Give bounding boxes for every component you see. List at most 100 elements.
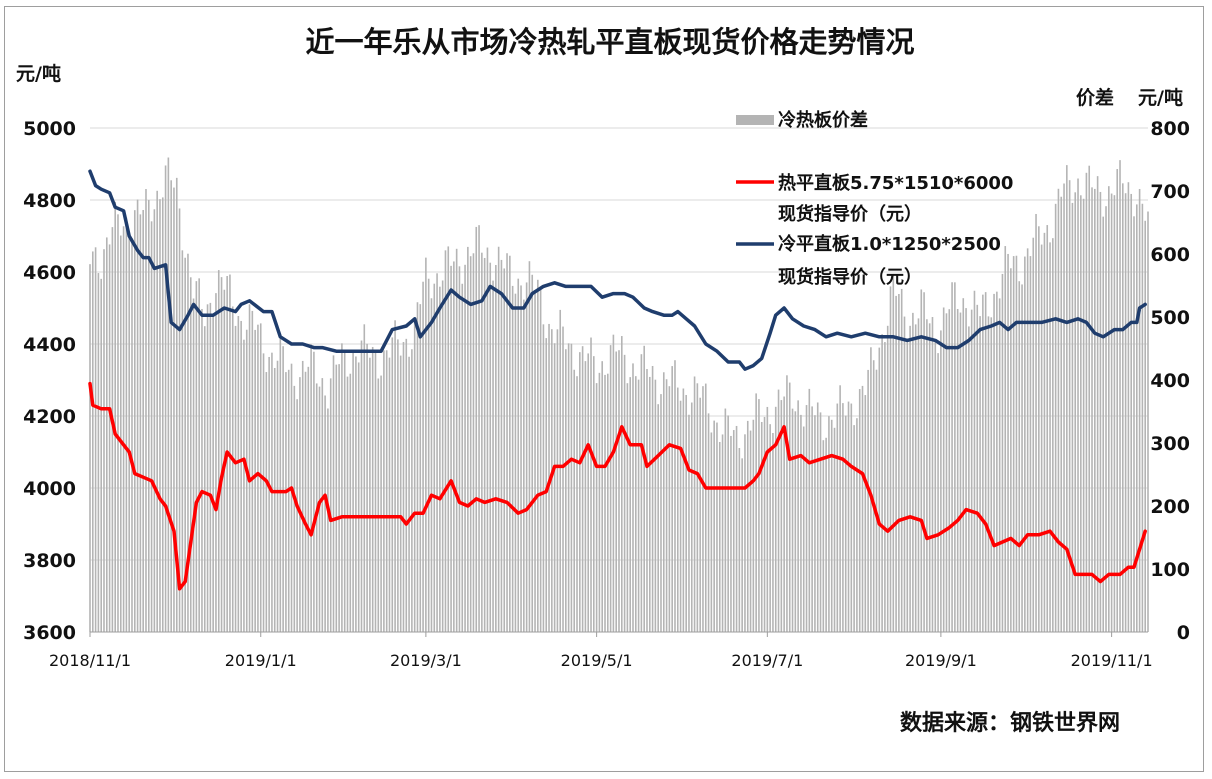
spread-bar	[674, 360, 676, 632]
spread-bar	[646, 369, 648, 632]
spread-bar	[783, 396, 785, 632]
spread-bar	[189, 277, 192, 632]
spread-bar	[713, 420, 715, 632]
spread-bar	[948, 309, 951, 632]
spread-bar	[234, 325, 237, 632]
spread-bar	[349, 373, 352, 632]
spread-bar	[903, 316, 906, 632]
spread-bar	[562, 326, 564, 632]
spread-bar	[777, 389, 780, 632]
spread-bar	[643, 345, 645, 632]
spread-bar	[800, 414, 802, 632]
spread-bar	[850, 403, 853, 632]
spread-bar	[693, 376, 696, 632]
spread-bar	[637, 379, 640, 632]
spread-bar	[825, 437, 827, 632]
spread-bar	[1024, 256, 1026, 632]
spread-bar	[662, 372, 665, 632]
legend-label-cold-rolled-line2: 现货指导价（元）	[778, 266, 922, 288]
left-tick-label: 3800	[23, 550, 76, 572]
spread-bar	[1071, 202, 1074, 632]
spread-bar	[1082, 198, 1085, 632]
spread-bar	[856, 418, 858, 632]
spread-bar	[766, 406, 769, 632]
spread-bar	[503, 268, 506, 632]
spread-bar	[755, 393, 757, 632]
spread-bar	[1144, 220, 1147, 632]
spread-bar	[159, 199, 161, 632]
spread-bar	[245, 329, 248, 632]
spread-bar	[201, 308, 203, 632]
spread-bar	[408, 356, 410, 632]
spread-bar	[699, 397, 701, 632]
spread-bar	[618, 350, 620, 632]
spread-bar	[1066, 165, 1068, 632]
spread-bar	[268, 356, 270, 632]
spread-bar	[175, 177, 178, 632]
spread-bar	[657, 404, 659, 632]
spread-bar	[1108, 186, 1110, 632]
spread-bar	[839, 385, 841, 632]
spread-bar	[1043, 232, 1046, 633]
cold-rolled-price-line	[88, 169, 1147, 371]
spread-bar	[377, 378, 380, 632]
spread-bar	[688, 414, 690, 632]
spread-bar	[352, 352, 354, 632]
spread-bar	[215, 293, 217, 632]
spread-bar	[195, 281, 198, 632]
spread-bar	[1040, 244, 1043, 632]
spread-bar	[707, 413, 710, 632]
spread-bar	[461, 283, 464, 632]
spread-bar	[1035, 213, 1037, 633]
spread-bar	[579, 352, 581, 632]
spread-bar	[886, 325, 889, 632]
spread-bar	[738, 448, 741, 632]
spread-bar	[525, 282, 528, 632]
spread-bar	[307, 366, 310, 632]
spread-bar	[402, 341, 405, 632]
data-source: 数据来源：钢铁世界网	[900, 710, 1120, 736]
spread-bar	[872, 360, 875, 632]
spread-bar	[483, 257, 486, 632]
x-tick-label: 2019/7/1	[731, 651, 803, 670]
spread-bar	[383, 350, 385, 632]
spread-bar	[1116, 169, 1119, 632]
spread-bar	[909, 325, 911, 632]
spread-bar	[573, 369, 576, 632]
spread-bar	[1119, 160, 1121, 632]
legend-label-cold-rolled: 冷平直板1.0*1250*2500	[778, 233, 1001, 255]
spread-bar	[937, 353, 939, 632]
spread-bar	[861, 385, 864, 632]
spread-bar	[923, 292, 925, 632]
spread-bar	[178, 208, 181, 632]
legend-label-hot-rolled-line2: 现货指导价（元）	[778, 203, 922, 225]
spread-bar	[273, 367, 276, 632]
spread-bar	[567, 343, 570, 632]
spread-bar	[951, 282, 953, 632]
spread-bar	[122, 226, 125, 632]
spread-bar	[472, 253, 475, 632]
spread-bar	[685, 394, 687, 632]
spread-bar	[1091, 187, 1093, 632]
spread-bar	[419, 304, 422, 632]
spread-bar	[478, 225, 480, 633]
spread-bar	[786, 375, 788, 632]
spread-bar	[1057, 188, 1060, 632]
spread-bar	[161, 197, 164, 632]
spread-bar	[584, 361, 587, 632]
spread-bar	[914, 324, 917, 632]
spread-bar	[187, 253, 189, 632]
spread-bar	[735, 425, 738, 632]
spread-bar	[760, 421, 763, 632]
spread-bar	[181, 250, 184, 632]
spread-bar	[458, 266, 461, 632]
spread-bar	[945, 313, 948, 632]
spread-bar	[607, 373, 609, 632]
spread-bar	[209, 302, 212, 632]
spread-bar	[324, 395, 326, 632]
spread-bar	[125, 217, 128, 632]
spread-bar	[718, 441, 721, 632]
spread-bar	[1077, 178, 1079, 633]
spread-bar	[940, 330, 942, 632]
